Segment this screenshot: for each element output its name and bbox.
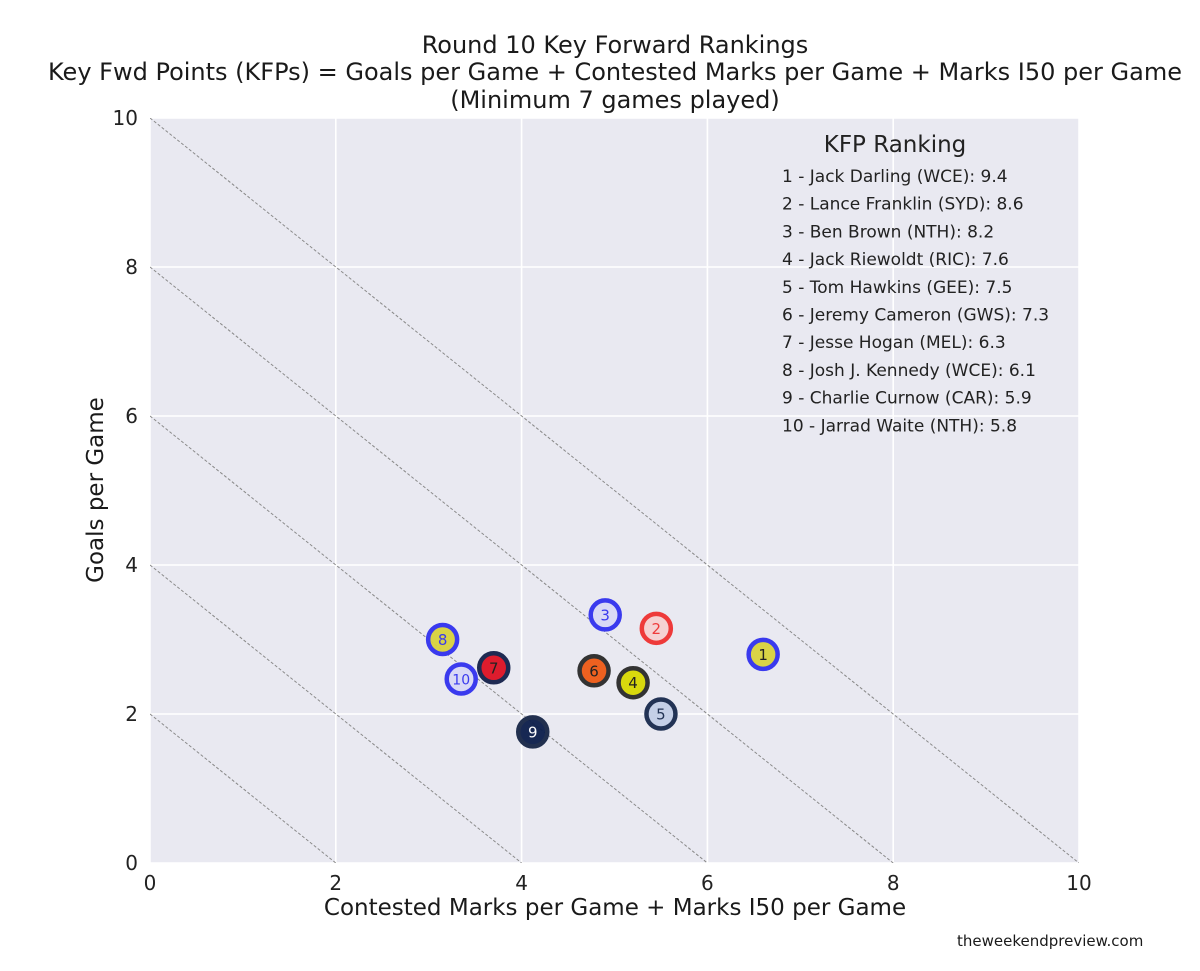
point-marker xyxy=(644,697,678,731)
point-marker xyxy=(577,654,611,688)
x-tick-label: 4 xyxy=(515,871,528,895)
legend-entry: 3 - Ben Brown (NTH): 8.2 xyxy=(782,222,994,242)
chart-title: Round 10 Key Forward Rankings xyxy=(421,31,809,59)
legend-entry: 2 - Lance Franklin (SYD): 8.6 xyxy=(782,195,1024,215)
x-axis-label: Contested Marks per Game + Marks I50 per… xyxy=(323,895,907,921)
data-point: 3 xyxy=(588,598,622,632)
point-marker xyxy=(588,598,622,632)
legend-entry: 1 - Jack Darling (WCE): 9.4 xyxy=(782,167,1008,187)
point-rank-label: 9 xyxy=(528,723,538,741)
y-axis-label: Goals per Game xyxy=(83,397,109,583)
chart-subtitle: Key Fwd Points (KFPs) = Goals per Game +… xyxy=(48,58,1182,86)
legend-entry: 6 - Jeremy Cameron (GWS): 7.3 xyxy=(782,306,1049,326)
y-tick-label: 10 xyxy=(113,106,138,130)
y-tick-label: 6 xyxy=(125,404,138,428)
point-marker xyxy=(476,651,511,685)
data-point: 8 xyxy=(425,622,460,657)
source-credit: theweekendpreview.com xyxy=(957,932,1144,950)
legend-title: KFP Ranking xyxy=(824,132,967,158)
point-rank-label: 7 xyxy=(489,659,499,677)
legend-entry: 7 - Jesse Hogan (MEL): 6.3 xyxy=(782,333,1006,353)
legend-entry: 4 - Jack Riewoldt (RIC): 7.6 xyxy=(782,250,1009,270)
legend-entry: 9 - Charlie Curnow (CAR): 5.9 xyxy=(782,389,1032,409)
x-tick-label: 6 xyxy=(701,871,714,895)
data-point: 2 xyxy=(639,611,674,646)
point-marker xyxy=(746,637,780,672)
y-tick-label: 8 xyxy=(125,255,138,279)
y-tick-label: 4 xyxy=(125,553,138,577)
point-rank-label: 5 xyxy=(656,706,666,724)
data-point: 10 xyxy=(444,662,478,696)
point-rank-label: 1 xyxy=(758,646,768,664)
chart-subtitle-note: (Minimum 7 games played) xyxy=(450,86,780,114)
x-tick-label: 10 xyxy=(1066,871,1091,895)
y-tick-label: 2 xyxy=(125,702,138,726)
data-point: 7 xyxy=(476,651,511,685)
x-tick-label: 2 xyxy=(329,871,342,895)
point-marker xyxy=(515,715,550,749)
reference-line xyxy=(150,564,522,863)
point-marker xyxy=(425,622,460,657)
point-rank-label: 2 xyxy=(652,620,662,638)
x-tick-label: 0 xyxy=(144,871,157,895)
point-rank-label: 6 xyxy=(589,662,599,680)
point-rank-label: 4 xyxy=(628,674,638,692)
data-point: 1 xyxy=(746,637,780,672)
legend-entry: 8 - Josh J. Kennedy (WCE): 6.1 xyxy=(782,361,1036,381)
point-rank-label: 10 xyxy=(452,672,470,688)
legend-entry: 5 - Tom Hawkins (GEE): 7.5 xyxy=(782,278,1012,298)
point-rank-label: 3 xyxy=(600,606,610,624)
point-marker xyxy=(616,665,650,700)
data-point: 6 xyxy=(577,654,611,688)
reference-line xyxy=(150,266,894,863)
reference-line xyxy=(150,118,1079,863)
y-tick-label: 0 xyxy=(125,851,138,875)
data-point: 4 xyxy=(616,665,650,700)
point-rank-label: 8 xyxy=(438,631,448,649)
data-point: 9 xyxy=(515,715,550,749)
legend-entry: 10 - Jarrad Waite (NTH): 5.8 xyxy=(782,416,1017,436)
point-marker xyxy=(444,662,478,696)
data-point: 5 xyxy=(644,697,678,731)
x-tick-label: 8 xyxy=(887,871,900,895)
point-marker xyxy=(639,611,674,646)
